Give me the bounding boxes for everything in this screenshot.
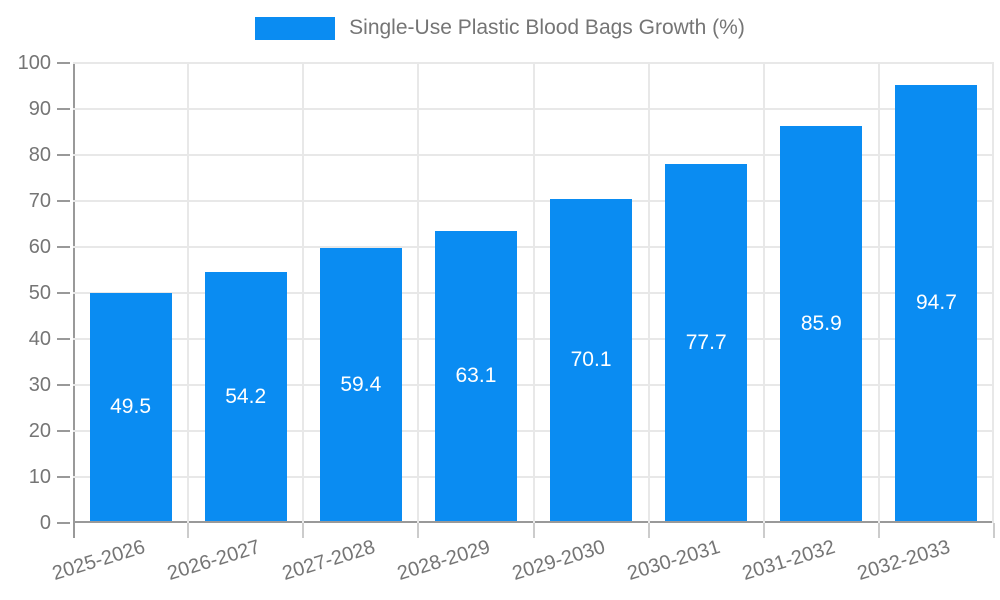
y-tick-label: 10 — [28, 466, 51, 488]
y-tick — [57, 154, 70, 156]
v-gridline — [302, 63, 305, 523]
y-tick-label: 70 — [28, 190, 51, 212]
bar: 54.2 — [204, 272, 287, 521]
v-gridline — [417, 63, 420, 523]
v-gridline — [992, 63, 994, 523]
plot-area: 0 10 20 30 40 50 60 70 80 90 100 49.5 2025-2026 54.2 2… — [18, 52, 995, 585]
y-tick-label: 30 — [28, 374, 51, 396]
chart-legend[interactable]: Single-Use Plastic Blood Bags Growth (%) — [0, 16, 1000, 40]
bar: 77.7 — [665, 164, 748, 521]
v-gridline — [877, 63, 880, 523]
x-tick — [187, 523, 190, 538]
y-tick-label: 50 — [28, 282, 51, 304]
y-tick — [57, 246, 70, 248]
legend-label: Single-Use Plastic Blood Bags Growth (%) — [349, 16, 745, 39]
y-tick-label: 0 — [39, 512, 51, 534]
y-tick-label: 80 — [28, 144, 51, 166]
y-tick — [57, 384, 70, 386]
bar-value-label: 63.1 — [455, 364, 497, 387]
bar-value-label: 59.4 — [340, 372, 382, 396]
y-tick — [57, 522, 70, 524]
bar: 63.1 — [434, 231, 517, 521]
bar: 85.9 — [780, 126, 863, 521]
y-tick — [57, 62, 70, 64]
bar-value-label: 85.9 — [800, 311, 842, 335]
y-tick-label: 40 — [28, 328, 51, 350]
x-tick — [302, 523, 305, 538]
bar-value-label: 54.2 — [225, 384, 267, 408]
x-tick — [417, 523, 420, 538]
y-tick-label: 100 — [17, 52, 51, 74]
v-gridline — [647, 63, 650, 523]
y-tick — [57, 430, 70, 432]
v-gridline — [762, 63, 765, 523]
bar-value-label: 70.1 — [570, 348, 612, 371]
bar: 49.5 — [89, 293, 172, 521]
y-tick-label: 60 — [28, 236, 51, 258]
x-tick — [532, 523, 535, 538]
bar-value-label: 77.7 — [685, 330, 727, 354]
y-tick-label: 20 — [28, 420, 51, 442]
v-gridline — [187, 63, 190, 523]
x-tick — [762, 523, 765, 538]
bar: 59.4 — [319, 248, 402, 521]
v-gridline — [532, 63, 535, 523]
bar: 70.1 — [550, 199, 633, 521]
bar-value-label: 94.7 — [916, 291, 957, 314]
y-tick-label: 90 — [28, 98, 51, 120]
bar: 94.7 — [895, 85, 978, 521]
x-tick — [73, 523, 75, 538]
y-tick — [57, 108, 70, 110]
legend-swatch — [255, 16, 336, 40]
y-tick — [57, 292, 70, 294]
x-tick — [647, 523, 650, 538]
x-tick — [877, 523, 880, 538]
y-tick — [57, 338, 70, 340]
bar-value-label: 49.5 — [110, 395, 151, 418]
y-tick — [57, 476, 70, 478]
y-tick — [57, 200, 70, 202]
x-tick — [993, 523, 995, 538]
